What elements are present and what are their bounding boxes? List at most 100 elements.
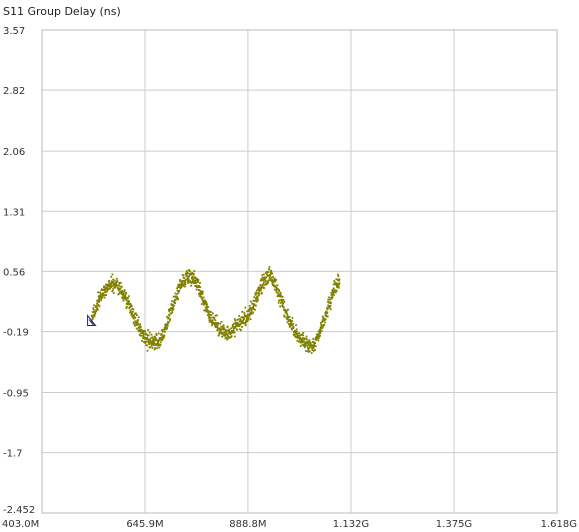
- data-point: [209, 313, 211, 316]
- data-point: [193, 279, 196, 282]
- data-point: [286, 321, 289, 324]
- data-point: [129, 311, 132, 314]
- data-point: [102, 292, 105, 295]
- data-point: [251, 307, 254, 310]
- data-point: [222, 326, 225, 329]
- data-point: [314, 349, 316, 351]
- data-point: [275, 278, 278, 281]
- data-point: [199, 286, 202, 289]
- data-point: [332, 291, 335, 294]
- data-point: [208, 319, 211, 322]
- data-point: [209, 316, 212, 319]
- data-point: [331, 288, 334, 291]
- data-point: [233, 327, 235, 330]
- data-point: [275, 289, 277, 292]
- data-point: [92, 308, 95, 311]
- cursor-marker-icon[interactable]: [87, 314, 97, 327]
- data-point: [156, 339, 159, 342]
- data-point: [211, 320, 214, 323]
- data-point: [158, 343, 161, 346]
- data-point: [153, 342, 156, 345]
- data-point: [230, 327, 233, 330]
- cursor-marker-icon[interactable]: [87, 314, 97, 327]
- data-point: [119, 285, 122, 288]
- data-point: [221, 325, 224, 328]
- data-point: [242, 319, 245, 322]
- data-point: [176, 289, 179, 292]
- data-point: [97, 295, 100, 298]
- data-point: [262, 283, 265, 285]
- data-point: [337, 285, 340, 288]
- data-point: [219, 322, 221, 325]
- data-point: [202, 296, 205, 299]
- data-point: [283, 309, 285, 311]
- data-points: [90, 266, 341, 354]
- data-point: [134, 316, 137, 319]
- data-point: [226, 325, 229, 328]
- data-point: [178, 289, 181, 292]
- data-point: [286, 316, 288, 319]
- data-point: [298, 340, 301, 343]
- data-point: [334, 283, 337, 286]
- data-point: [320, 323, 323, 326]
- data-point: [288, 316, 291, 318]
- data-point: [257, 287, 259, 290]
- data-point: [152, 340, 155, 343]
- data-point: [205, 306, 208, 309]
- data-point: [319, 322, 322, 324]
- data-point: [137, 316, 140, 319]
- data-point: [307, 348, 310, 351]
- data-point: [182, 274, 185, 277]
- data-point: [163, 334, 166, 337]
- data-point: [244, 306, 247, 309]
- data-point: [143, 337, 146, 340]
- data-point: [317, 339, 320, 342]
- data-point: [318, 330, 321, 333]
- data-point: [216, 324, 219, 326]
- data-point: [285, 317, 288, 320]
- data-point: [100, 299, 103, 301]
- data-point: [125, 307, 128, 310]
- data-point: [217, 334, 220, 337]
- data-point: [282, 299, 285, 301]
- data-point: [156, 347, 158, 350]
- data-point: [147, 329, 150, 331]
- data-point: [192, 272, 195, 275]
- data-point: [223, 328, 226, 331]
- data-point: [195, 282, 197, 285]
- data-point: [121, 293, 123, 296]
- data-point: [283, 300, 286, 303]
- data-point: [229, 333, 232, 336]
- data-point: [95, 306, 98, 309]
- data-point: [168, 310, 171, 313]
- data-point: [124, 294, 127, 297]
- data-point: [263, 281, 265, 284]
- data-point: [96, 299, 99, 302]
- data-point: [96, 307, 99, 310]
- data-point: [256, 295, 259, 298]
- data-point: [253, 304, 256, 307]
- data-point: [281, 304, 284, 307]
- data-point: [93, 314, 96, 317]
- data-point: [151, 341, 154, 344]
- data-point: [110, 284, 113, 286]
- data-point: [306, 340, 309, 343]
- data-point: [293, 333, 296, 336]
- data-point: [307, 347, 309, 350]
- data-point: [264, 280, 267, 282]
- data-point: [222, 333, 225, 336]
- data-point: [204, 301, 207, 304]
- data-point: [182, 283, 185, 286]
- data-point: [216, 314, 218, 317]
- data-point: [290, 320, 293, 323]
- data-point: [266, 271, 269, 273]
- data-point: [313, 345, 316, 348]
- data-point: [101, 294, 103, 297]
- data-point: [233, 322, 236, 325]
- data-point: [215, 322, 218, 324]
- data-point: [97, 299, 100, 302]
- data-point: [337, 286, 340, 289]
- data-point: [118, 292, 120, 295]
- data-point: [140, 334, 143, 337]
- data-point: [177, 298, 179, 301]
